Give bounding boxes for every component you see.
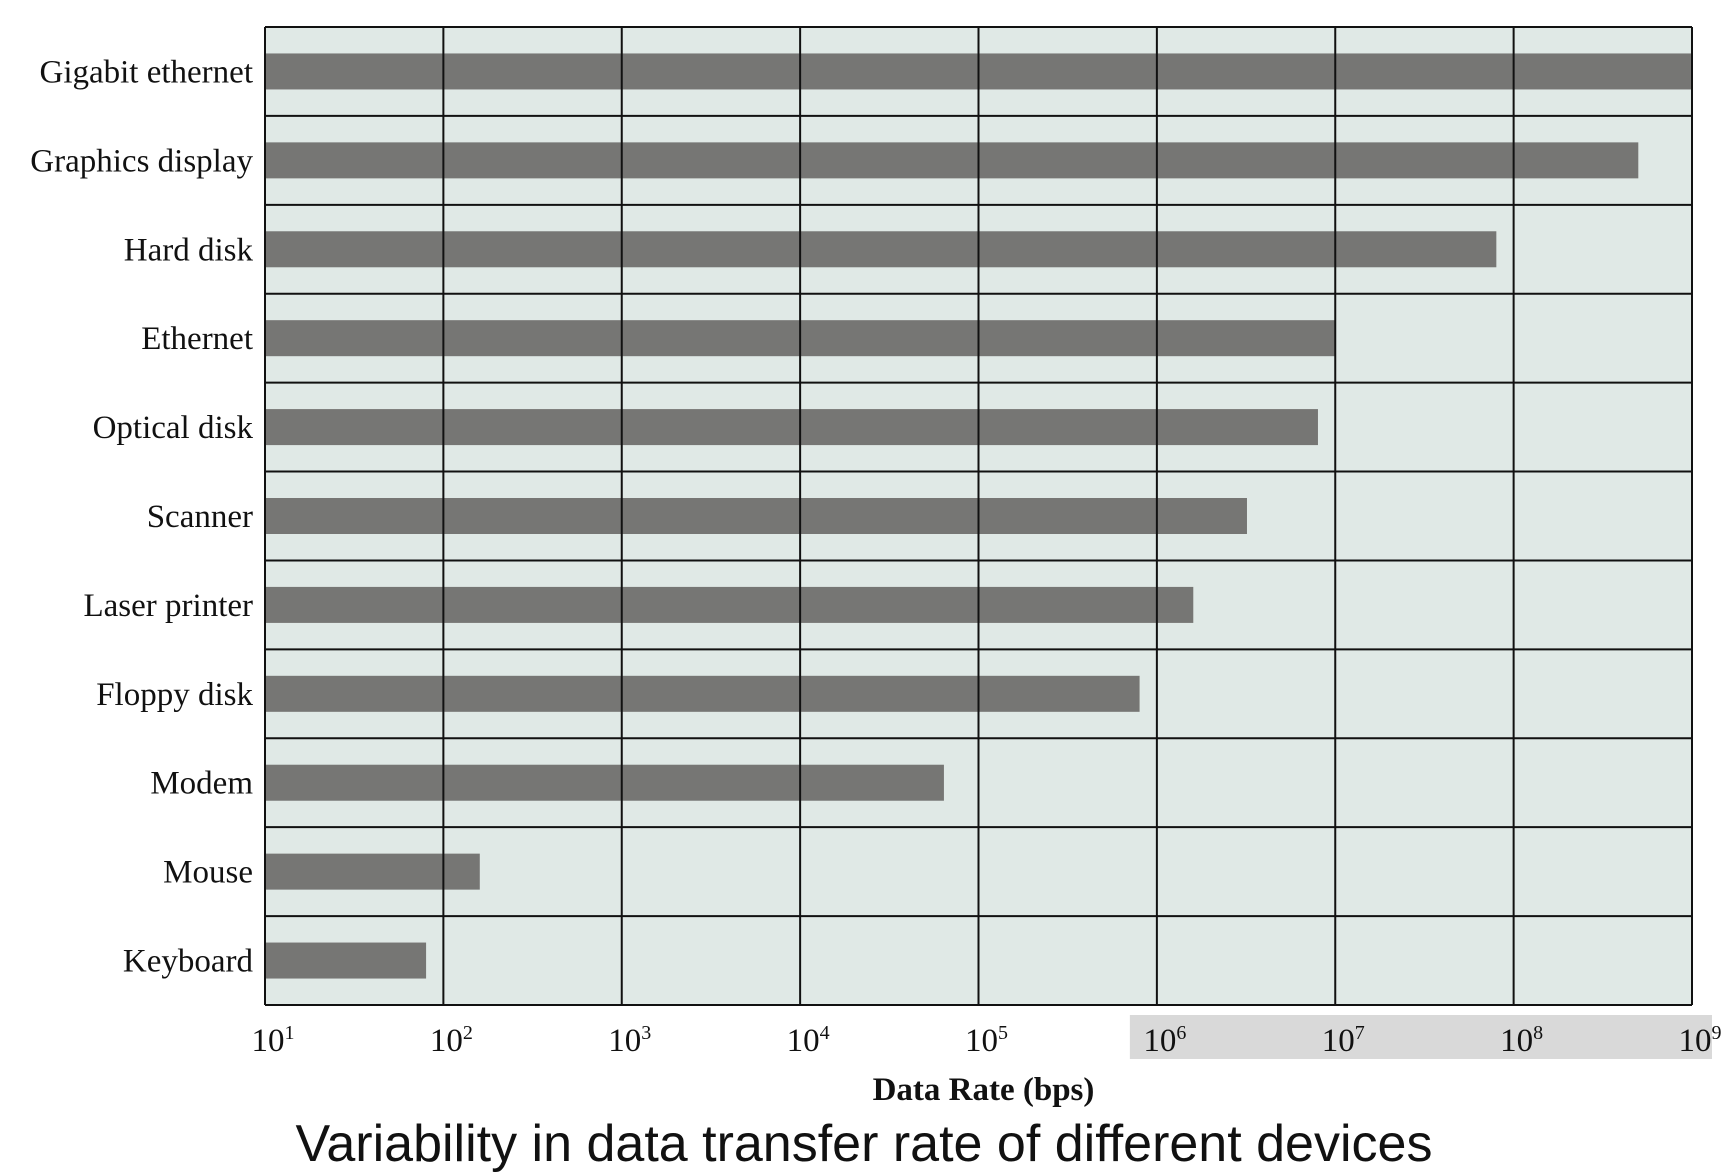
x-tick-label: 106 xyxy=(1143,1022,1186,1059)
bar-modem xyxy=(265,764,944,801)
category-label: Optical disk xyxy=(93,410,254,446)
x-tick-label: 109 xyxy=(1679,1022,1722,1059)
x-tick-label: 104 xyxy=(787,1022,830,1059)
bar-mouse xyxy=(265,853,480,890)
category-label: Modem xyxy=(150,766,253,802)
x-axis-title: Data Rate (bps) xyxy=(873,1072,1095,1108)
category-label: Hard disk xyxy=(124,232,254,268)
bar-keyboard xyxy=(265,942,427,979)
x-tick-label: 108 xyxy=(1500,1022,1543,1059)
x-tick-label: 101 xyxy=(252,1022,295,1059)
category-label: Laser printer xyxy=(84,588,254,624)
bar-laser-printer xyxy=(265,586,1194,623)
bar-floppy-disk xyxy=(265,675,1140,712)
figure-caption: Variability in data transfer rate of dif… xyxy=(295,1115,1433,1173)
category-label: Ethernet xyxy=(141,321,253,357)
category-label: Graphics display xyxy=(30,143,253,179)
tick-highlight-band xyxy=(1129,1015,1712,1059)
category-label: Floppy disk xyxy=(96,677,253,713)
x-tick-label: 102 xyxy=(430,1022,473,1059)
bar-optical-disk xyxy=(265,409,1318,446)
bar-graphics-display xyxy=(265,142,1639,179)
x-tick-label: 105 xyxy=(965,1022,1008,1059)
x-tick-label: 103 xyxy=(608,1022,651,1059)
category-label: Keyboard xyxy=(123,944,254,980)
category-label: Mouse xyxy=(163,855,253,891)
category-label: Scanner xyxy=(147,499,253,535)
bar-hard-disk xyxy=(265,231,1497,268)
category-label: Gigabit ethernet xyxy=(39,54,253,90)
x-tick-label: 107 xyxy=(1322,1022,1365,1059)
bar-scanner xyxy=(265,498,1247,534)
